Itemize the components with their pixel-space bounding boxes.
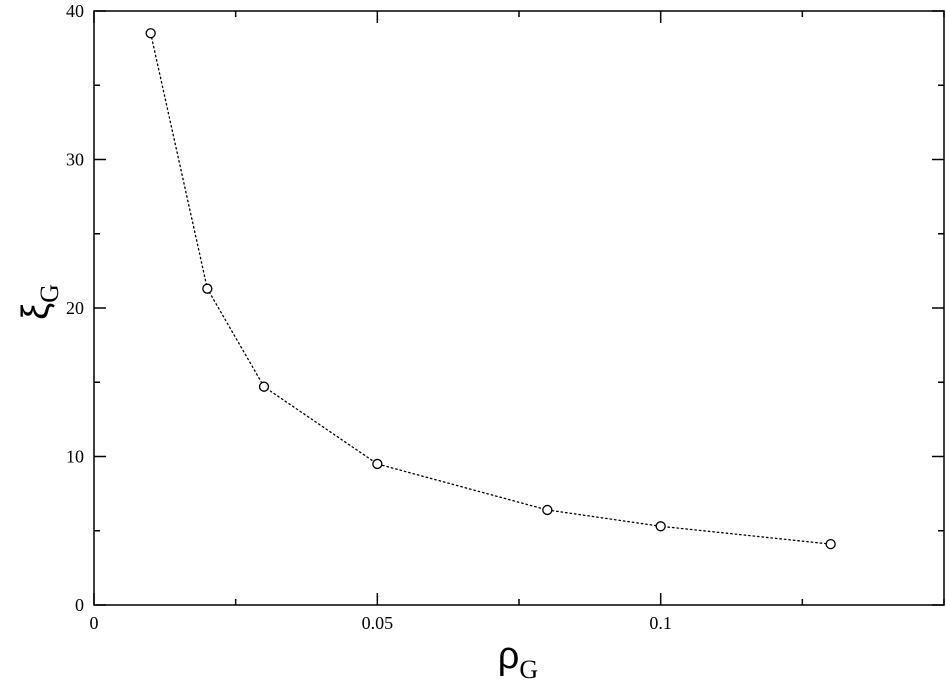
- y-tick-label: 40: [66, 1, 84, 21]
- y-tick-label: 20: [66, 298, 84, 318]
- series-line: [150, 32, 832, 545]
- series-group: [145, 28, 836, 550]
- x-axis-label: ρG: [498, 635, 538, 682]
- x-axis-label-subscript: G: [519, 655, 538, 682]
- y-axis-label-symbol: ξ: [15, 303, 57, 320]
- y-tick-label: 10: [66, 447, 84, 467]
- data-point: [372, 458, 383, 470]
- x-axis-ticks: 0 0.05 0.1: [90, 11, 945, 633]
- x-tick-label: 0.1: [649, 613, 672, 633]
- y-tick-label: 0: [75, 595, 84, 615]
- x-tick-label: 0: [90, 613, 99, 633]
- y-axis-ticks: 0 10 20 30 40: [66, 1, 944, 615]
- x-axis-label-symbol: ρ: [498, 635, 520, 677]
- data-point: [258, 381, 270, 392]
- data-point: [145, 28, 156, 39]
- data-point: [825, 538, 836, 550]
- plot-frame: [93, 10, 945, 606]
- data-point: [542, 504, 553, 516]
- x-tick-label: 0.05: [362, 613, 394, 633]
- y-axis-label-group: ξG: [15, 284, 64, 320]
- data-point: [202, 283, 213, 294]
- y-tick-label: 30: [66, 150, 84, 170]
- y-axis-label-subscript: G: [35, 284, 64, 303]
- data-point: [655, 521, 666, 532]
- y-axis-label: ξG: [15, 284, 64, 320]
